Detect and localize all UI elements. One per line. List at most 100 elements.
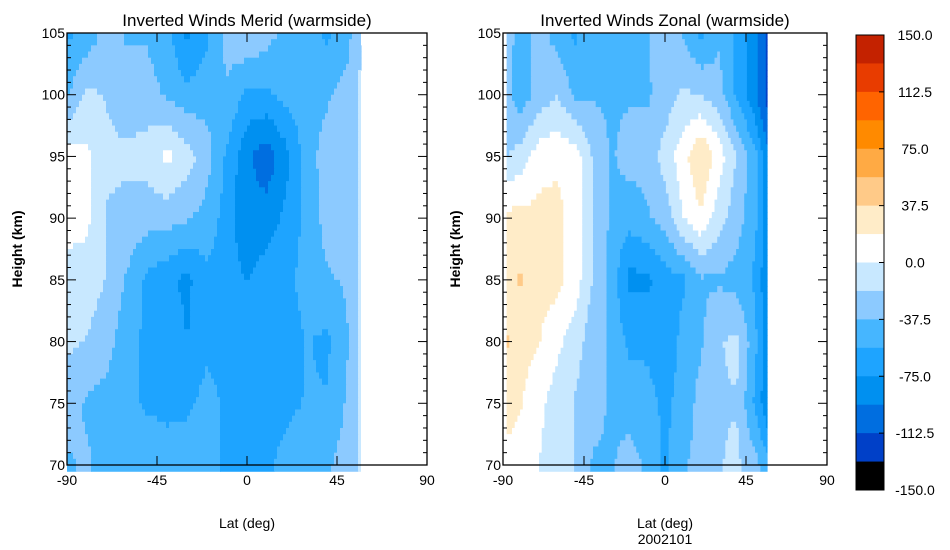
contour-cell [757,205,764,213]
contour-cell [582,236,594,244]
contour-cell [660,224,678,232]
contour-cell [574,415,605,423]
contour-cell [358,279,361,287]
contour-cell [530,57,562,65]
contour-cell [746,323,756,330]
contour-cell [506,137,524,145]
contour-cell [304,347,314,355]
contour-cell [82,409,146,417]
colorbar-label: -112.5 [896,425,935,441]
contour-cell [566,329,586,336]
contour-cell [280,211,302,219]
contour-cell [139,347,305,355]
contour-cell [142,292,182,299]
contour-cell [319,193,359,201]
contour-cell [760,279,768,287]
contour-cell [106,255,131,262]
contour-cell [541,446,575,454]
contour-cell [522,273,564,281]
contour-cell [73,242,107,250]
contour-cell [512,70,532,77]
contour-cell [208,33,224,40]
contour-cell [557,353,583,361]
contour-cell [606,292,618,299]
contour-cell [757,224,764,232]
contour-cell [88,224,107,232]
contour-cell [649,45,689,53]
contour-cell [533,353,559,361]
contour-cell [757,162,764,170]
contour-cell [593,162,610,170]
contour-cell [211,144,227,151]
contour-cell [190,316,302,324]
contour-cell [124,286,143,293]
contour-cell [91,156,164,164]
contour-cell [563,273,583,281]
contour-cell [684,125,713,133]
contour-cell [67,335,86,343]
contour-cell [741,304,756,312]
contour-cell [328,261,359,269]
contour-cell [590,144,610,151]
contour-cell [574,427,605,435]
contour-cell [576,304,589,312]
contour-cell [514,421,545,429]
contour-cell [574,421,605,429]
contour-cell [763,156,768,164]
contour-cell [687,218,710,225]
contour-cell [728,335,740,343]
contour-cell [154,187,176,195]
contour-cell [178,286,191,293]
contour-cell [88,329,116,336]
contour-cell [506,218,564,225]
colorbar-swatch [856,35,884,64]
contour-cell [736,378,748,386]
contour-cell [91,168,191,176]
x-tick-label: 45 [329,472,345,488]
contour-cell [301,174,320,182]
contour-cell [587,137,610,145]
contour-cell [679,316,705,324]
contour-cell [223,51,260,59]
contour-cell [763,409,768,417]
contour-cell [528,125,583,133]
contour-cell [576,384,608,392]
contour-cell [67,421,86,429]
contour-cell [649,94,678,102]
contour-cell [738,236,756,244]
contour-cell [139,366,206,374]
contour-cell [304,390,347,398]
contour-cell [322,236,359,244]
contour-cell [85,397,140,404]
contour-cell [517,107,524,114]
contour-cell [67,57,83,65]
contour-cell [160,82,338,90]
contour-cell [316,366,329,374]
contour-cell [757,458,768,466]
contour-cell [676,249,699,256]
contour-cell [82,57,152,65]
contour-cell [595,100,651,108]
contour-cell [746,181,759,188]
contour-cell [722,144,734,151]
contour-cell [563,211,583,219]
contour-cell [358,434,361,441]
contour-cell [220,199,236,207]
contour-cell [755,316,764,324]
contour-cell [319,187,359,195]
contour-cell [190,33,209,40]
contour-cell [148,45,176,53]
contour-cell [506,310,548,318]
contour-cell [674,390,697,398]
contour-cell [717,131,729,139]
contour-cell [512,427,543,435]
contour-cell [244,131,281,139]
contour-cell [755,360,764,367]
contour-cell [582,199,594,207]
contour-cell [617,279,629,287]
contour-cell [506,273,518,281]
contour-cell [760,427,768,435]
contour-cell [722,162,737,170]
contour-cell [67,88,71,96]
contour-cell [187,174,209,182]
